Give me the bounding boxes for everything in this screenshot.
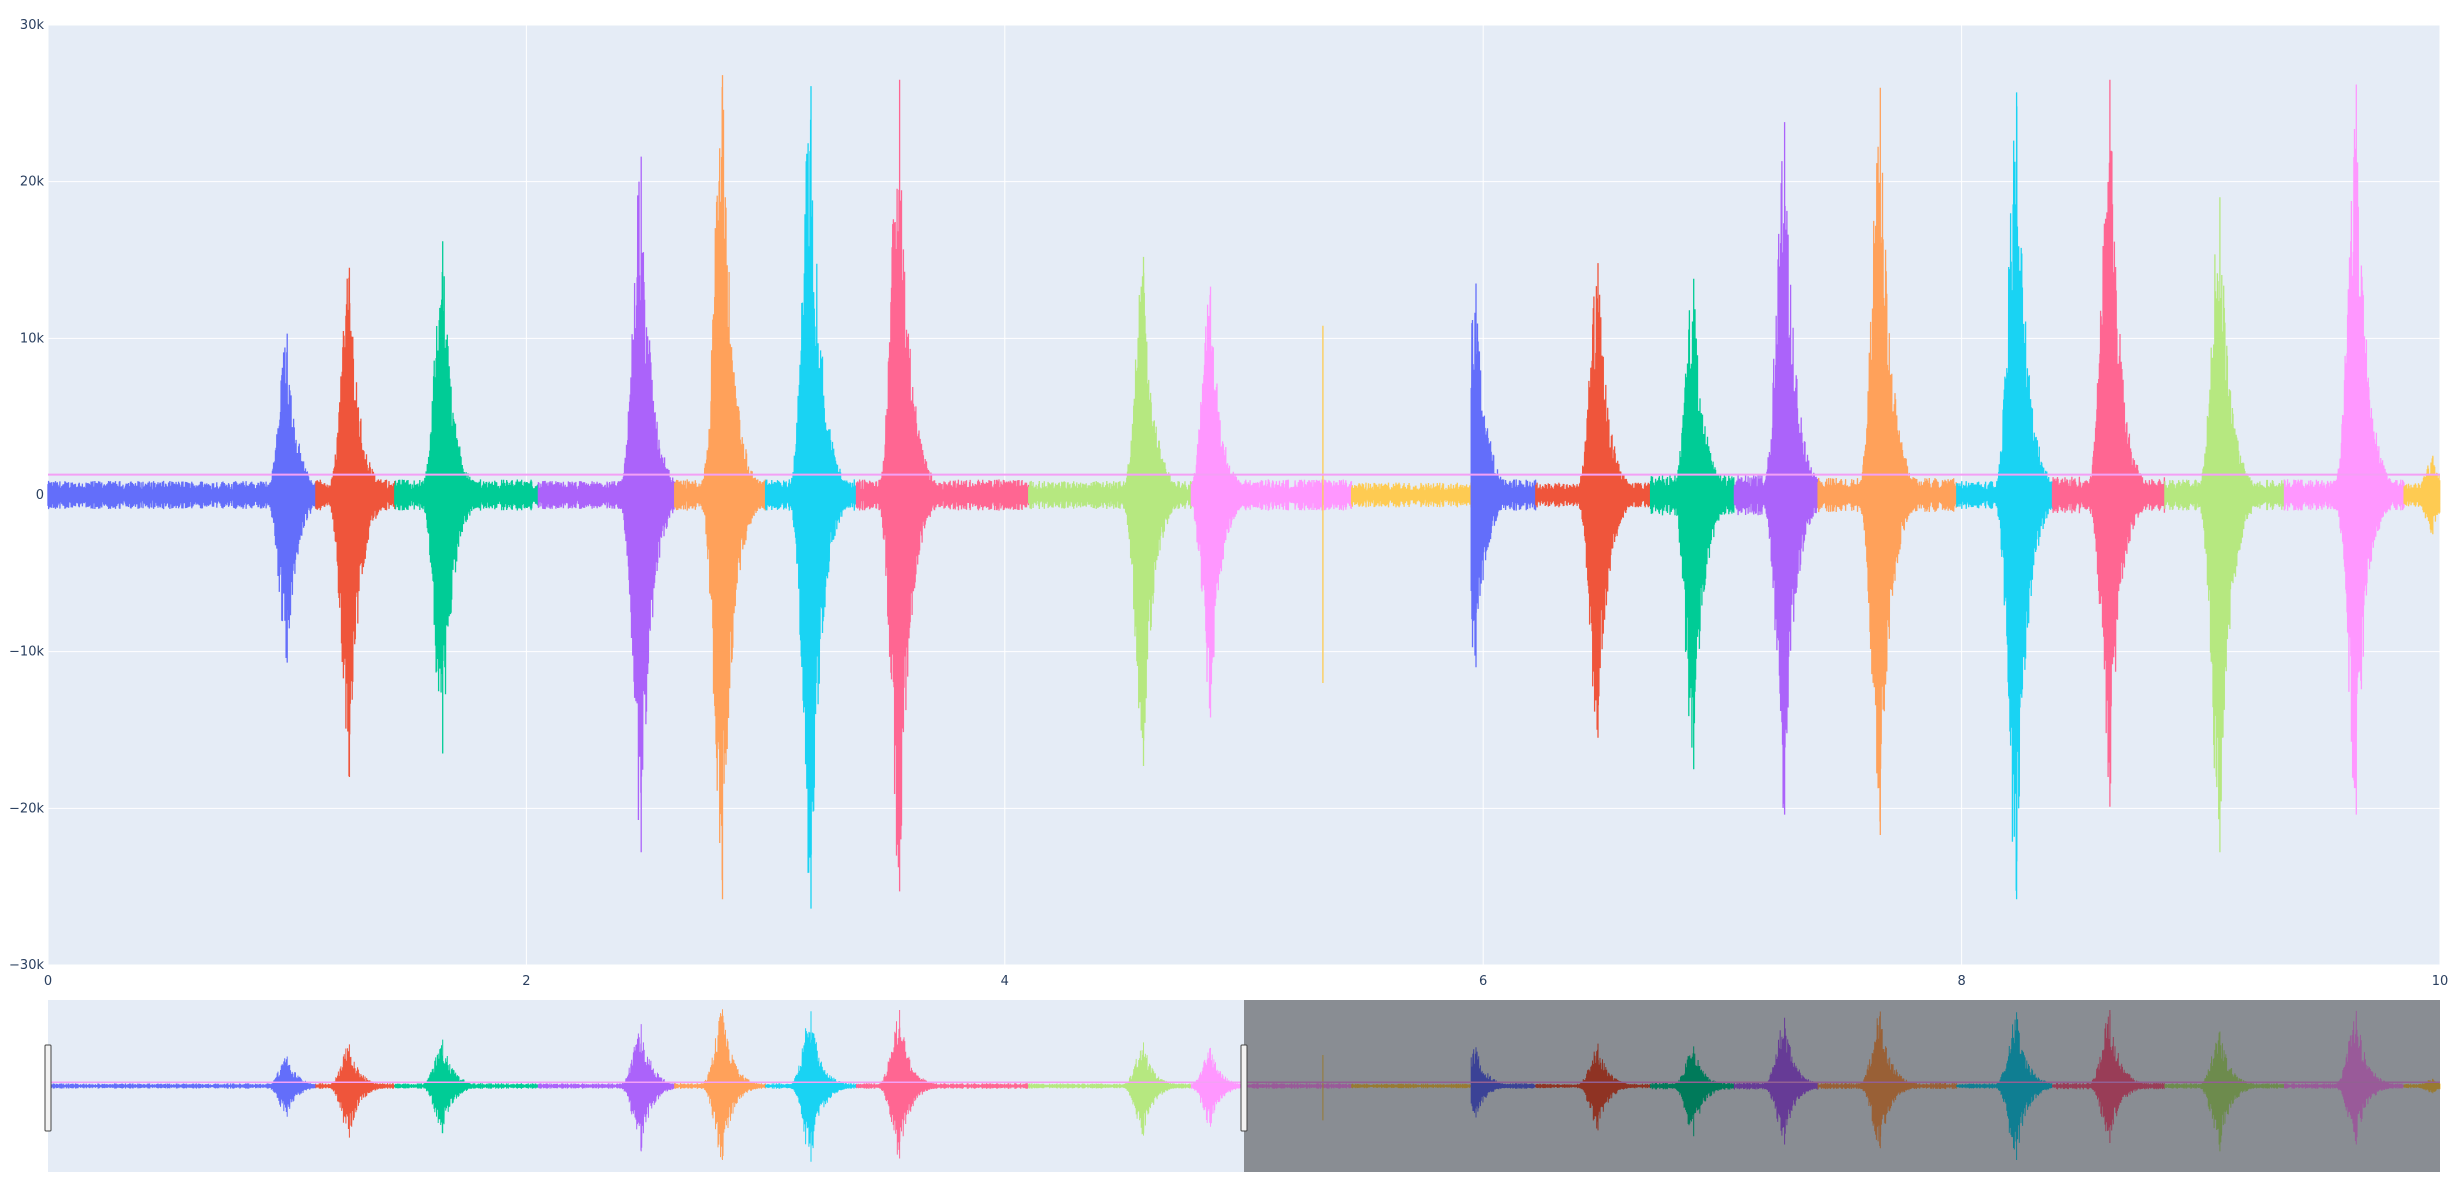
rangeslider-left-handle[interactable]	[44, 1044, 52, 1132]
rangeslider-segment-10	[1322, 1055, 1472, 1121]
rangeslider-segment-6	[765, 1011, 857, 1162]
x-tick-label: 8	[1957, 974, 1965, 989]
main-plot-series[interactable]	[47, 75, 2441, 909]
rangeslider-segment-4	[537, 1024, 675, 1152]
rangeslider-segment-20	[2403, 1078, 2441, 1094]
waveform-segment-18[interactable]	[2164, 197, 2285, 853]
rangeslider-segment-1	[47, 1056, 316, 1117]
waveform-segment-10[interactable]	[1322, 325, 1472, 683]
y-tick-label: 30k	[20, 18, 45, 33]
x-tick-label: 2	[522, 974, 530, 989]
waveform-segment-5[interactable]	[674, 75, 766, 900]
y-tick-label: 10k	[20, 331, 45, 346]
x-axis-tick-labels: 0 2 4 6 8 10	[44, 974, 2448, 989]
waveform-segment-17[interactable]	[2051, 79, 2166, 807]
rangeslider-segment-18	[2164, 1031, 2285, 1152]
rangeslider-series	[47, 1009, 2441, 1162]
rangeslider-segment-15	[1817, 1011, 1957, 1149]
waveform-segment-19[interactable]	[2283, 84, 2405, 815]
rangeslider-segment-7	[856, 1010, 1029, 1159]
rangeslider-right-handle[interactable]	[1240, 1044, 1248, 1132]
waveform-segment-4[interactable]	[537, 156, 676, 853]
rangeslider-segment-19	[2284, 1010, 2405, 1145]
y-tick-label: 0	[36, 488, 44, 503]
waveform-segment-16[interactable]	[1956, 92, 2054, 900]
rangeslider-segment-14	[1733, 1017, 1819, 1145]
waveform-segment-15[interactable]	[1817, 87, 1957, 835]
rangeslider-segment-9	[1190, 1047, 1352, 1127]
waveform-segment-12[interactable]	[1535, 263, 1651, 738]
waveform-segment-1[interactable]	[47, 333, 317, 663]
waveform-segment-8[interactable]	[1028, 256, 1192, 766]
waveform-segment-7[interactable]	[855, 79, 1030, 892]
x-tick-label: 6	[1479, 974, 1487, 989]
x-tick-label: 10	[2432, 974, 2449, 989]
y-tick-label: −10k	[9, 645, 44, 660]
waveform-segment-2[interactable]	[315, 267, 396, 777]
rangeslider-segment-16	[1956, 1012, 2053, 1160]
rangeslider-segment-3	[394, 1039, 539, 1134]
x-tick-label: 4	[1001, 974, 1009, 989]
waveform-segment-3[interactable]	[394, 241, 539, 754]
x-tick-label: 0	[44, 974, 52, 989]
waveform-segment-9[interactable]	[1190, 286, 1353, 718]
y-tick-label: 20k	[20, 175, 45, 190]
rangeslider-segment-2	[315, 1044, 395, 1138]
y-tick-label: −20k	[9, 801, 44, 816]
waveform-segment-14[interactable]	[1733, 122, 1819, 815]
waveform-segment-13[interactable]	[1649, 278, 1735, 770]
y-tick-label: −30k	[9, 958, 44, 973]
waveform-segment-6[interactable]	[764, 86, 857, 909]
rangeslider-segment-13	[1650, 1046, 1735, 1137]
rangeslider-segment-17	[2052, 1010, 2165, 1143]
rangeslider-unselected-mask[interactable]	[1244, 1000, 2440, 1172]
y-axis-tick-labels: 30k 20k 10k 0 −10k −20k −30k	[9, 18, 44, 973]
rangeslider-segment-12	[1535, 1043, 1651, 1131]
rangeslider-segment-5	[674, 1009, 766, 1160]
